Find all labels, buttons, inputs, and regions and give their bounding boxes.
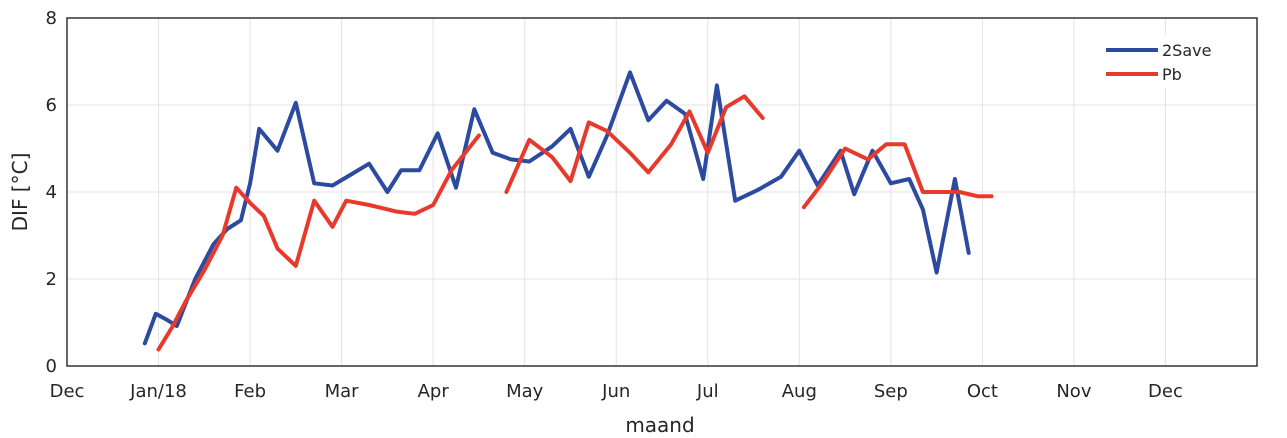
legend-label-pb: Pb	[1162, 65, 1182, 84]
x-tick-label: Jul	[696, 381, 719, 402]
x-tick-label: Dec	[50, 381, 85, 402]
y-tick-labels: 0 2 4 6 8	[46, 8, 57, 377]
x-tick-label: Mar	[325, 381, 360, 402]
y-tick-label: 8	[46, 8, 57, 29]
x-tick-label: May	[506, 381, 544, 402]
legend: 2Save Pb	[1100, 34, 1211, 88]
legend-box	[1100, 34, 1210, 88]
x-tick-label: Oct	[967, 381, 998, 402]
x-tick-label: Sep	[874, 381, 908, 402]
x-tick-label: Aug	[782, 381, 817, 402]
y-tick-label: 2	[46, 269, 57, 290]
x-tick-labels: Dec Jan/18 Feb Mar Apr May Jun Jul Aug Sep Oct Nov D…	[50, 381, 1183, 402]
legend-label-2save: 2Save	[1162, 41, 1211, 60]
x-tick-label: Nov	[1056, 381, 1091, 402]
series-line-pb	[504, 94, 765, 194]
x-tick-label: Jan/18	[129, 381, 187, 402]
y-tick-label: 0	[46, 356, 57, 377]
plot-frame	[66, 17, 1258, 367]
series-layer	[142, 70, 994, 352]
series-line-pb	[156, 133, 481, 352]
y-tick-label: 6	[46, 95, 57, 116]
x-axis-label: maand	[625, 413, 694, 437]
x-tick-label: Feb	[234, 381, 266, 402]
y-tick-label: 4	[46, 182, 57, 203]
y-axis-label: DIF [°C]	[8, 153, 32, 232]
series-line-2save	[142, 70, 971, 346]
series-line-pb	[801, 142, 994, 210]
x-tick-label: Jun	[601, 381, 630, 402]
x-tick-label: Dec	[1148, 381, 1183, 402]
x-tick-label: Apr	[418, 381, 450, 402]
